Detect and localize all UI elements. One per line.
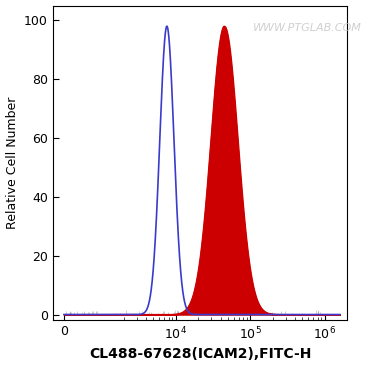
X-axis label: CL488-67628(ICAM2),FITC-H: CL488-67628(ICAM2),FITC-H [89,348,311,361]
Text: WWW.PTGLAB.COM: WWW.PTGLAB.COM [253,23,362,33]
Y-axis label: Relative Cell Number: Relative Cell Number [6,97,18,229]
